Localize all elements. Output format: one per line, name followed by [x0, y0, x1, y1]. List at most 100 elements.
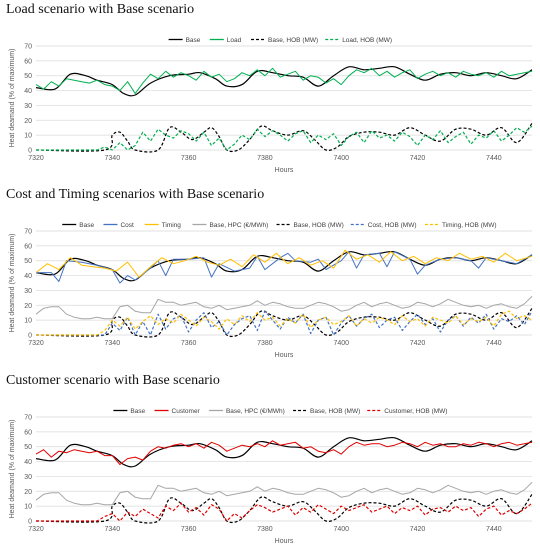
- y-tick-label: 60: [24, 243, 32, 250]
- y-tick-label: 30: [24, 103, 32, 110]
- x-tick-label: 7320: [28, 340, 44, 347]
- y-tick-label: 10: [24, 318, 32, 325]
- y-tick-label: 30: [24, 288, 32, 295]
- x-tick-label: 7340: [105, 155, 121, 162]
- series-line-3: [35, 493, 533, 524]
- legend-label: Base, HPC (€/MWh): [209, 222, 268, 229]
- y-axis-label: Heat deamand (% of maximum): [9, 49, 16, 148]
- x-tick-label: 7320: [28, 526, 44, 533]
- y-tick-label: 30: [24, 474, 32, 481]
- legend-label: Load, HOB (MW): [342, 37, 392, 44]
- legend-label: Base, HPC (€/MWh): [226, 408, 285, 415]
- legend-label: Timing, HOB (MW): [442, 222, 497, 229]
- legend-label: Base, HOB (MW): [310, 408, 360, 415]
- y-tick-label: 60: [24, 429, 32, 436]
- y-axis-label: Heat deamand (% of maximum): [9, 234, 16, 333]
- series-line-1: [36, 251, 533, 284]
- y-tick-label: 50: [24, 73, 32, 80]
- legend-item: Base: [113, 408, 146, 415]
- x-tick-label: 7420: [410, 155, 426, 162]
- x-tick-label: 7360: [181, 340, 197, 347]
- legend-label: Base: [186, 37, 201, 44]
- x-tick-label: 7360: [181, 155, 197, 162]
- legend-item: Timing: [144, 222, 182, 229]
- legend-item: Base: [168, 37, 201, 44]
- y-tick-label: 20: [24, 118, 32, 125]
- legend-item: Load: [209, 37, 242, 44]
- x-tick-label: 7440: [486, 155, 502, 162]
- x-tick-label: 7420: [410, 340, 426, 347]
- series-line-1: [35, 67, 533, 94]
- x-tick-label: 7320: [28, 155, 44, 162]
- x-tick-label: 7380: [257, 340, 273, 347]
- legend-item: Cost, HOB (MW): [350, 222, 417, 229]
- x-tick-label: 7400: [333, 340, 349, 347]
- x-tick-label: 7400: [333, 526, 349, 533]
- y-tick-label: 40: [24, 273, 32, 280]
- y-tick-label: 20: [24, 489, 32, 496]
- series-line-2: [35, 122, 533, 153]
- series-line-0: [35, 65, 533, 97]
- legend-label: Load: [227, 37, 242, 44]
- y-tick-label: 10: [24, 504, 32, 511]
- x-tick-label: 7380: [257, 155, 273, 162]
- series-line-4: [35, 307, 533, 338]
- legend-label: Base, HOB (MW): [268, 37, 318, 44]
- legend-item: Base, HOB (MW): [293, 408, 360, 415]
- x-axis-label: Hours: [275, 352, 294, 359]
- legend-item: Customer: [154, 408, 201, 415]
- y-tick-label: 50: [24, 258, 32, 265]
- legend-item: Base: [62, 222, 94, 229]
- series-line-3: [35, 296, 533, 320]
- legend-label: Base: [130, 408, 145, 415]
- y-tick-label: 40: [24, 88, 32, 95]
- series-line-2: [35, 482, 533, 506]
- x-axis-label: Hours: [275, 538, 294, 545]
- y-tick-label: 50: [24, 444, 32, 451]
- y-axis-label: Heat deamand (% of maximum): [9, 420, 16, 519]
- x-tick-label: 7440: [486, 526, 502, 533]
- series-line-0: [35, 436, 533, 468]
- legend-item: Customer, HOB (MW): [367, 408, 447, 415]
- legend-item: Base, HPC (€/MWh): [192, 222, 268, 229]
- x-tick-label: 7400: [333, 155, 349, 162]
- chart-cost-timing-scenario: 0 10 20 30 40 50 60 70 7320 7340 7360 7380 7400 7420 7…: [9, 222, 533, 359]
- panel-title-cost-timing: Cost and Timing scenarios with Base scen…: [6, 187, 265, 202]
- legend-item: Cost: [103, 222, 134, 229]
- y-tick-label: 70: [24, 44, 32, 51]
- x-tick-label: 7420: [410, 526, 426, 533]
- series-line-4: [36, 502, 533, 522]
- x-tick-label: 7340: [105, 526, 121, 533]
- y-tick-label: 0: [28, 148, 32, 155]
- legend-label: Customer: [172, 408, 201, 415]
- legend-label: Timing: [162, 222, 182, 229]
- panel-title-customer: Customer scenario with Base scenario: [6, 373, 220, 388]
- chart-load-scenario: 0 10 20 30 40 50 60 70 7320 7340 7360 7380 7400 7420 7…: [9, 37, 533, 174]
- legend-item: Load, HOB (MW): [325, 37, 392, 44]
- legend-label: Customer, HOB (MW): [384, 408, 447, 415]
- legend-item: Base, HOB (MW): [276, 222, 344, 229]
- series-line-1: [35, 440, 533, 465]
- panel-title-load: Load scenario with Base scenario: [6, 2, 195, 17]
- y-tick-label: 10: [24, 133, 32, 140]
- legend-label: Base: [79, 222, 94, 229]
- x-tick-label: 7440: [486, 340, 502, 347]
- series-line-6: [36, 310, 533, 336]
- legend-label: Cost: [120, 222, 134, 229]
- y-tick-label: 70: [24, 415, 32, 422]
- x-tick-label: 7360: [181, 526, 197, 533]
- legend-item: Base, HOB (MW): [251, 37, 318, 44]
- series-line-3: [36, 125, 533, 151]
- chart-customer-scenario: 0 10 20 30 40 50 60 70 7320 7340 7360 7380 7400 7420 7…: [9, 408, 533, 545]
- y-tick-label: 60: [24, 58, 32, 65]
- x-axis-label: Hours: [275, 167, 294, 174]
- y-tick-label: 40: [24, 459, 32, 466]
- series-line-2: [35, 249, 533, 278]
- y-tick-label: 20: [24, 303, 32, 310]
- y-tick-label: 70: [24, 229, 32, 236]
- y-tick-label: 0: [28, 519, 32, 526]
- legend-label: Cost, HOB (MW): [368, 222, 417, 229]
- legend-item: Base, HPC (€/MWh): [208, 408, 285, 415]
- series-line-0: [35, 250, 533, 282]
- legend-item: Timing, HOB (MW): [424, 222, 497, 229]
